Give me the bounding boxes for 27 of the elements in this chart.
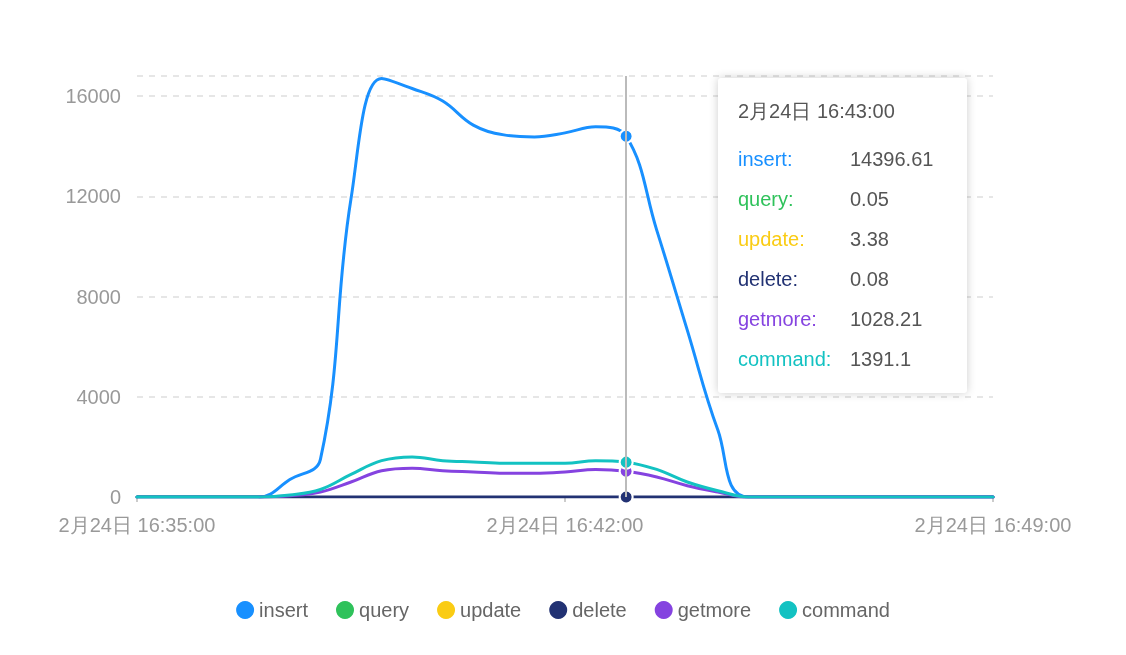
annotation: 0.05 (850, 187, 889, 211)
annotation: 1391.1 (850, 347, 912, 371)
annotation: insert: (738, 147, 794, 171)
y-tick-label: 4000 (76, 385, 121, 408)
annotation: 1028.21 (850, 307, 923, 331)
x-tick-label: 2月24日 16:49:00 (914, 514, 1072, 536)
y-tick-label: 8000 (76, 285, 121, 308)
annotation: delete: (738, 267, 800, 291)
annotation: 0.08 (850, 267, 889, 291)
legend-label: delete (572, 599, 627, 621)
legend-label: command (802, 599, 890, 621)
annotation: getmore: (738, 307, 818, 331)
annotation: query: (738, 187, 795, 211)
legend-label: getmore (677, 599, 752, 621)
annotation: 14396.61 (850, 147, 934, 171)
x-tick-label: 2月24日 16:42:00 (486, 514, 644, 536)
annotation: command: (738, 347, 833, 371)
x-tick-label: 2月24日 16:35:00 (58, 514, 216, 536)
y-tick-label: 0 (109, 486, 121, 508)
legend-label: update (460, 599, 522, 621)
annotation: 2月24日 16:43:00 (738, 99, 896, 124)
legend-label: insert (259, 599, 309, 621)
y-tick-label: 12000 (65, 185, 121, 208)
annotation: update: (738, 227, 806, 251)
legend-label: query (359, 599, 410, 621)
y-tick-label: 16000 (65, 85, 121, 108)
annotation: 3.38 (850, 227, 889, 251)
